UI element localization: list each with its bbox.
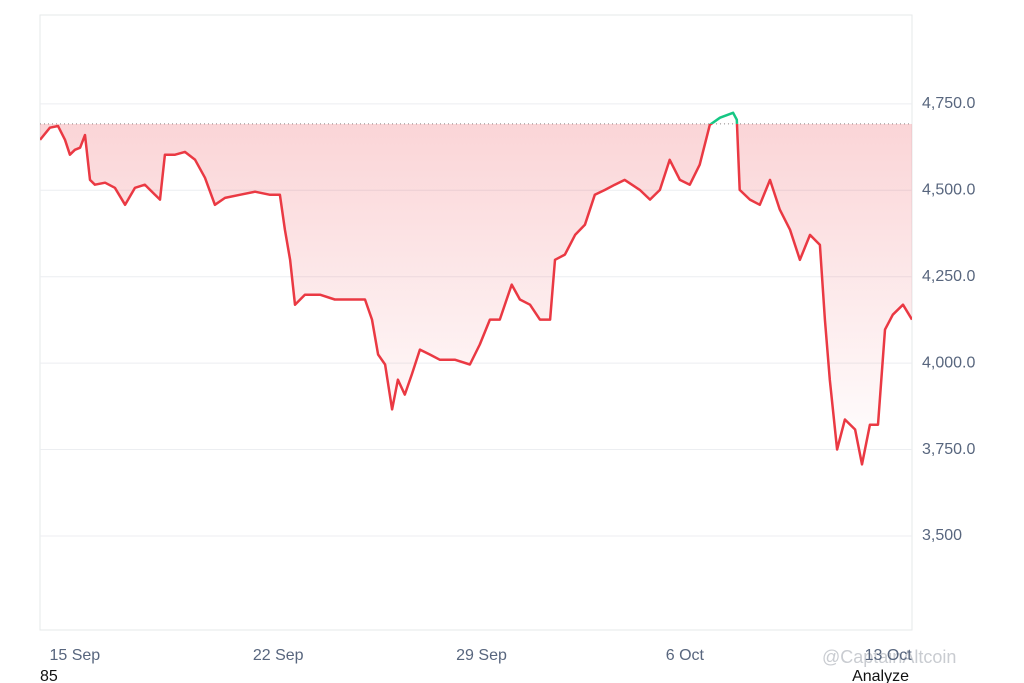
plot-frame: [39, 14, 913, 631]
x-tick-label: 13 Oct: [865, 647, 913, 664]
marks: [40, 111, 912, 466]
y-tick-label: 4,000.0: [922, 354, 975, 371]
y-tick-label: 4,500.0: [922, 181, 975, 198]
x-tick-label: 6 Oct: [666, 647, 705, 664]
y-tick-label: 4,750.0: [922, 95, 975, 112]
y-tick-label: 4,250.0: [922, 268, 975, 285]
footer-right[interactable]: Analyze: [852, 668, 909, 683]
footer-left: 85: [40, 668, 58, 683]
x-tick-label: 29 Sep: [456, 647, 507, 664]
y-tick-label: 3,750.0: [922, 441, 975, 458]
x-tick-label: 15 Sep: [49, 647, 100, 664]
y-tick-label: 3,500: [922, 527, 962, 544]
watermark: @CaptainAltcoin: [822, 647, 956, 667]
area: [40, 123, 912, 465]
x-tick-label: 22 Sep: [253, 647, 304, 664]
price-line-down: [40, 123, 912, 466]
